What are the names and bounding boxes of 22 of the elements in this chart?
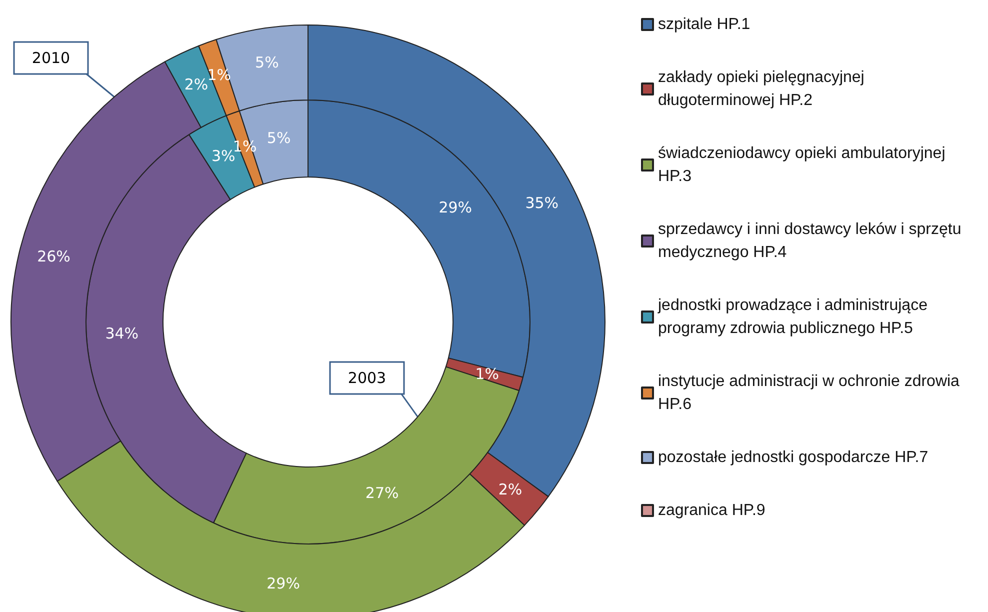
legend-label: zagranica HP.9 bbox=[658, 502, 766, 519]
legend-label: pozostałe jednostki gospodarcze HP.7 bbox=[658, 449, 928, 466]
data-label: 29% bbox=[266, 574, 300, 592]
data-label: 1% bbox=[475, 365, 499, 384]
legend-label: instytucje administracji w ochronie zdrowia HP.6 bbox=[658, 373, 964, 413]
data-label: 26% bbox=[37, 248, 70, 266]
slice-label: 2003 bbox=[348, 369, 386, 387]
legend-label: sprzedawcy i inni dostawcy leków i sprzętu medycznego HP.4 bbox=[658, 221, 966, 261]
data-label: 2% bbox=[498, 480, 522, 498]
data-label: 34% bbox=[105, 324, 139, 343]
legend-label: jednostki prowadzące i administrujące programy zdrowia publicznego HP.5 bbox=[657, 297, 932, 337]
data-label: 5% bbox=[266, 128, 291, 147]
data-label: 35% bbox=[525, 194, 559, 212]
data-label: 5% bbox=[255, 54, 279, 72]
data-label: 3% bbox=[211, 146, 236, 165]
data-label: 29% bbox=[438, 198, 472, 217]
slice-label: 2010 bbox=[32, 49, 70, 67]
data-label: 2% bbox=[184, 75, 208, 94]
legend-label: zakłady opieki pielęgnacyjnej długoterminowej HP.2 bbox=[658, 69, 869, 109]
legend-label: szpitale HP.1 bbox=[658, 16, 750, 33]
legend-label: świadczeniodawcy opieki ambulatoryjnej HP.3 bbox=[658, 145, 950, 185]
data-label: 27% bbox=[365, 484, 399, 502]
